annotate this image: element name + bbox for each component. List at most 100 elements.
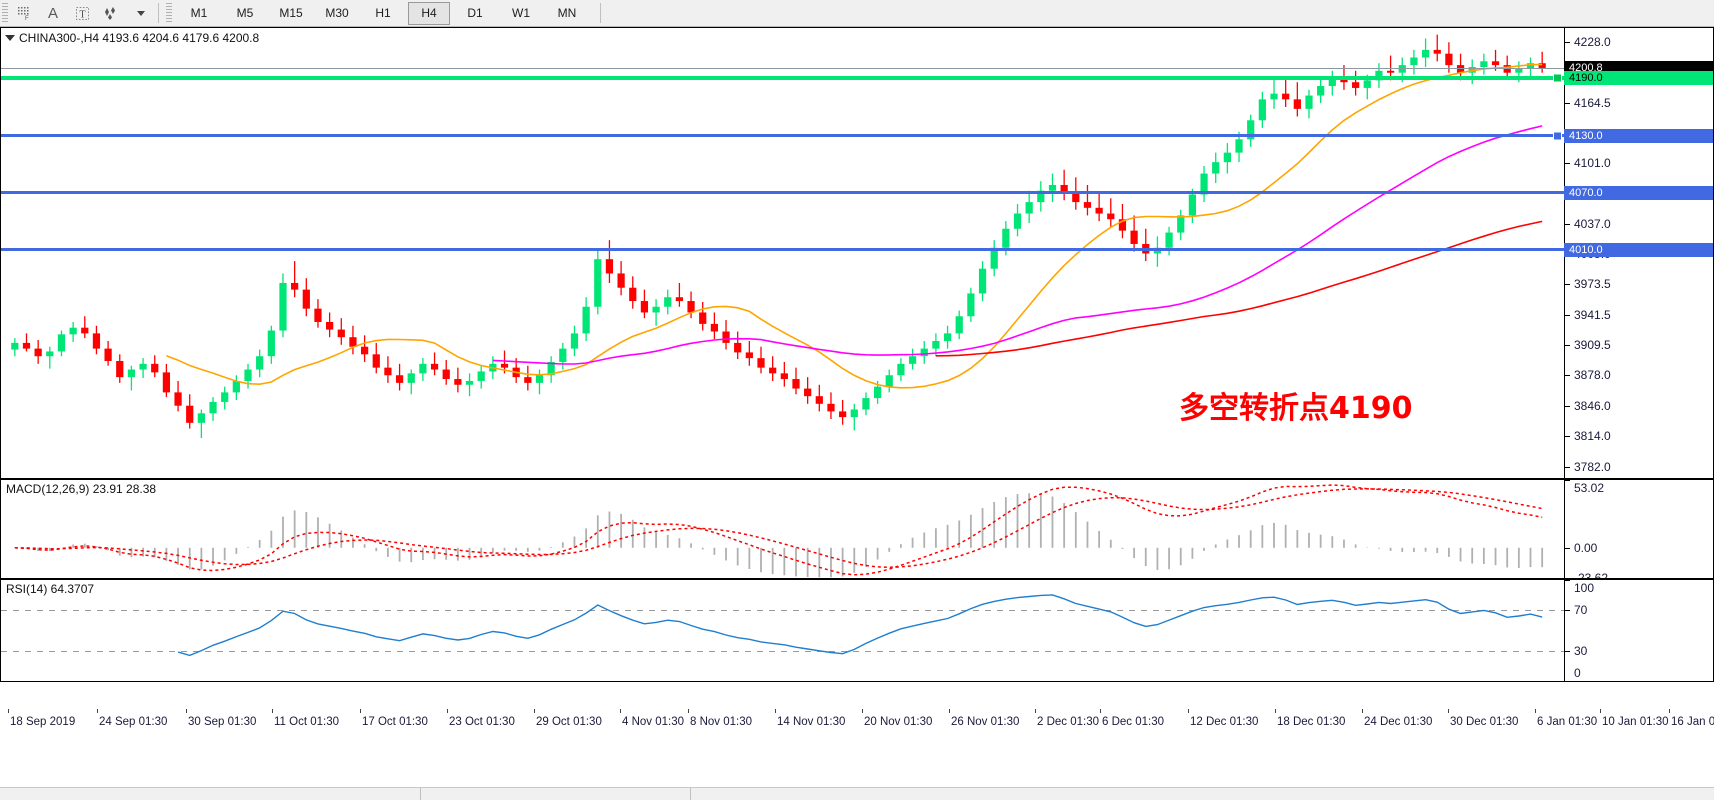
- status-segment-2: [690, 788, 1714, 800]
- level-badge-4010: 4010.0: [1564, 243, 1713, 257]
- rsi-tick: [1565, 610, 1570, 611]
- time-tick-label: 29 Oct 01:30: [536, 716, 602, 728]
- price-tick: [1565, 284, 1570, 285]
- timeframe-m5[interactable]: M5: [224, 2, 266, 25]
- rsi-header: RSI(14) 64.3707: [6, 582, 94, 596]
- time-tick: [186, 709, 187, 713]
- time-tick-label: 20 Nov 01:30: [864, 716, 932, 728]
- symbol-header: CHINA300-,H4 4193.6 4204.6 4179.6 4200.8: [5, 31, 259, 45]
- text-a-icon[interactable]: A: [40, 2, 66, 24]
- macd-header: MACD(12,26,9) 23.91 28.38: [6, 482, 156, 496]
- hline-4190[interactable]: [1, 76, 1564, 80]
- price-tick-label: 3846.0: [1574, 399, 1611, 413]
- time-tick: [1275, 709, 1276, 713]
- time-tick-label: 6 Jan 01:30: [1537, 716, 1597, 728]
- price-tick-label: 4228.0: [1574, 35, 1611, 49]
- macd-tick: [1565, 548, 1570, 549]
- price-tick-label: 3941.5: [1574, 308, 1611, 322]
- price-tick: [1565, 103, 1570, 104]
- chevron-down-icon[interactable]: [127, 2, 153, 24]
- rsi-tick: [1565, 651, 1570, 652]
- time-tick: [1362, 709, 1363, 713]
- timeframe-m1[interactable]: M1: [178, 2, 220, 25]
- time-tick-label: 23 Oct 01:30: [449, 716, 515, 728]
- rsi-tick-label: 70: [1574, 603, 1587, 617]
- rsi-plot[interactable]: [1, 580, 1564, 681]
- time-tick-label: 30 Sep 01:30: [188, 716, 256, 728]
- time-tick-label: 2 Dec 01:30: [1037, 716, 1099, 728]
- level-handle[interactable]: [1553, 131, 1562, 140]
- rsi-tick: [1565, 580, 1570, 581]
- toolbar-divider: [158, 3, 159, 23]
- price-tick: [1565, 375, 1570, 376]
- macd-pane[interactable]: MACD(12,26,9) 23.91 28.38 53.02 0.00 -23.6…: [0, 479, 1714, 579]
- timeframe-mn[interactable]: MN: [546, 2, 588, 25]
- status-bar: [0, 787, 1714, 800]
- time-tick: [1535, 709, 1536, 713]
- price-tick: [1565, 42, 1570, 43]
- price-tick-label: 3973.5: [1574, 277, 1611, 291]
- timeframe-w1[interactable]: W1: [500, 2, 542, 25]
- objects-icon[interactable]: [98, 2, 124, 24]
- macd-tick: [1565, 480, 1570, 481]
- time-tick-label: 10 Jan 01:30: [1602, 716, 1669, 728]
- time-tick: [97, 709, 98, 713]
- status-segment-1: [420, 788, 691, 800]
- macd-tick-label: -23.62: [1574, 571, 1608, 579]
- price-tick-label: 4037.0: [1574, 217, 1611, 231]
- time-tick-label: 30 Dec 01:30: [1450, 716, 1518, 728]
- price-tick: [1565, 224, 1570, 225]
- hline-4200-8[interactable]: [1, 68, 1564, 69]
- time-tick-label: 6 Dec 01:30: [1102, 716, 1164, 728]
- price-pane[interactable]: CHINA300-,H4 4193.6 4204.6 4179.6 4200.8…: [0, 27, 1714, 479]
- timeframe-d1[interactable]: D1: [454, 2, 496, 25]
- price-annotation[interactable]: 多空转折点4190: [1179, 383, 1413, 427]
- hline-4070[interactable]: [1, 191, 1564, 194]
- price-tick: [1565, 163, 1570, 164]
- macd-plot[interactable]: [1, 480, 1564, 578]
- level-handle[interactable]: [1553, 74, 1562, 83]
- price-tick: [1565, 406, 1570, 407]
- rsi-tick-label: 30: [1574, 644, 1587, 658]
- level-badge-4070: 4070.0: [1564, 186, 1713, 200]
- price-tick: [1565, 436, 1570, 437]
- price-axis[interactable]: 4228.04164.54101.04037.04005.03973.53941…: [1564, 28, 1713, 478]
- svg-text:F: F: [25, 16, 29, 21]
- time-tick-label: 8 Nov 01:30: [690, 716, 752, 728]
- time-tick: [1669, 709, 1670, 713]
- price-tick-label: 3782.0: [1574, 460, 1611, 474]
- macd-tick-label: 53.02: [1574, 481, 1604, 495]
- timeframe-h4[interactable]: H4: [408, 2, 450, 25]
- hline-4130[interactable]: [1, 134, 1564, 137]
- time-tick-label: 18 Dec 01:30: [1277, 716, 1345, 728]
- time-tick: [534, 709, 535, 713]
- level-badge-4190: 4190.0: [1564, 71, 1713, 85]
- time-tick: [447, 709, 448, 713]
- time-tick: [1188, 709, 1189, 713]
- macd-axis[interactable]: 53.02 0.00 -23.62: [1564, 480, 1713, 578]
- hline-4010[interactable]: [1, 248, 1564, 251]
- text-box-icon[interactable]: T: [69, 2, 95, 24]
- time-tick: [862, 709, 863, 713]
- price-tick: [1565, 467, 1570, 468]
- time-tick: [1100, 709, 1101, 713]
- time-tick-label: 16 Jan 01:30: [1671, 716, 1714, 728]
- toolbar-grip[interactable]: [2, 3, 8, 23]
- timeframe-m15[interactable]: M15: [270, 2, 312, 25]
- timeframe-grip[interactable]: [166, 3, 172, 23]
- collapse-triangle-icon[interactable]: [5, 35, 15, 41]
- timeframe-m30[interactable]: M30: [316, 2, 358, 25]
- grid-f-icon[interactable]: F: [11, 2, 37, 24]
- symbol-header-text: CHINA300-,H4 4193.6 4204.6 4179.6 4200.8: [19, 31, 259, 45]
- timeframe-h1[interactable]: H1: [362, 2, 404, 25]
- chart-area: CHINA300-,H4 4193.6 4204.6 4179.6 4200.8…: [0, 27, 1714, 773]
- time-tick: [688, 709, 689, 713]
- rsi-series: [1, 580, 1564, 681]
- macd-tick-label: 0.00: [1574, 541, 1597, 555]
- svg-text:T: T: [79, 9, 85, 20]
